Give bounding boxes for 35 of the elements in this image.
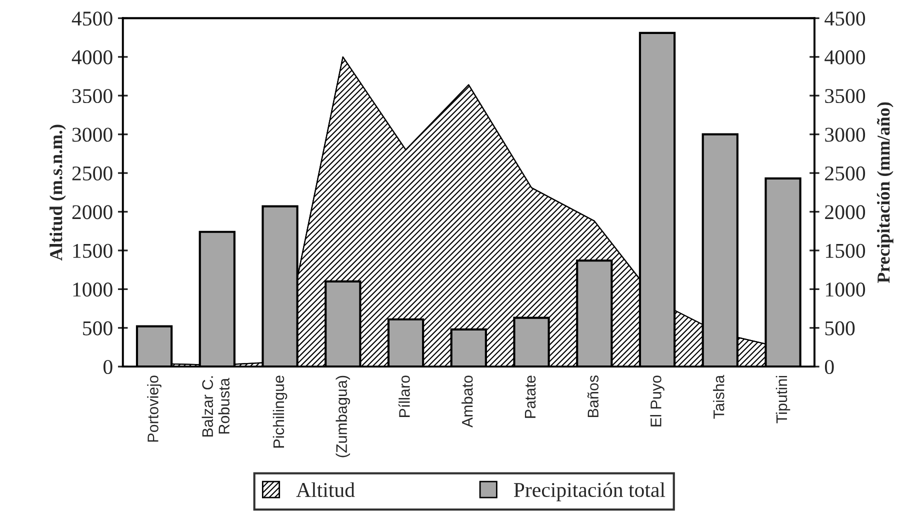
x-tick-label: El Puyo: [650, 376, 664, 426]
y-tick-label: 2500: [72, 166, 112, 180]
y-tick-label: 4000: [72, 50, 112, 64]
x-tick-label: Ambato: [462, 376, 473, 428]
x-tick-label: Taisha: [713, 374, 724, 419]
x-tick-label: Tiputini: [776, 376, 790, 424]
y2-tick-label: 0: [824, 360, 834, 374]
y2-tick-label: 3500: [825, 88, 866, 104]
y-tick-label: 1500: [73, 244, 112, 258]
x-tick-label: Píllaro: [398, 376, 410, 417]
y-tick-label: 3500: [72, 88, 112, 104]
y2-axis-title: Precipitación (mm/año): [876, 102, 894, 283]
x-tick-label: (Zumbagua): [336, 376, 350, 458]
legend-label: Altitud: [296, 482, 355, 498]
x-tick-label: Portoviejo: [147, 376, 162, 442]
y-tick-label: 3000: [72, 128, 112, 142]
y-tick-label: 0: [104, 360, 112, 374]
y-tick-label: 4500: [72, 12, 112, 26]
y2-tick-label: 500: [825, 321, 855, 336]
y2-tick-label: 1500: [826, 244, 866, 258]
y2-tick-label: 3000: [825, 128, 866, 142]
x-tick-label: Baños: [587, 375, 598, 417]
y-axis-title: Altitud (m.s.n.m.): [50, 124, 66, 261]
y2-tick-label: 4000: [824, 50, 866, 64]
x-tick-label: Pichilingue: [272, 376, 288, 448]
legend-label: Precipitación total: [514, 482, 666, 502]
y-tick-label: 500: [83, 321, 112, 336]
x-tick-label: Balzar C. Robusta: [202, 376, 230, 437]
y-tick-label: 1000: [73, 282, 112, 297]
y2-tick-label: 1000: [826, 282, 866, 297]
y2-tick-label: 2500: [825, 166, 866, 180]
y-tick-label: 2000: [72, 205, 112, 220]
y2-tick-label: 4500: [824, 12, 866, 26]
x-tick-label: Patate: [524, 376, 536, 418]
y2-tick-label: 2000: [825, 205, 866, 220]
